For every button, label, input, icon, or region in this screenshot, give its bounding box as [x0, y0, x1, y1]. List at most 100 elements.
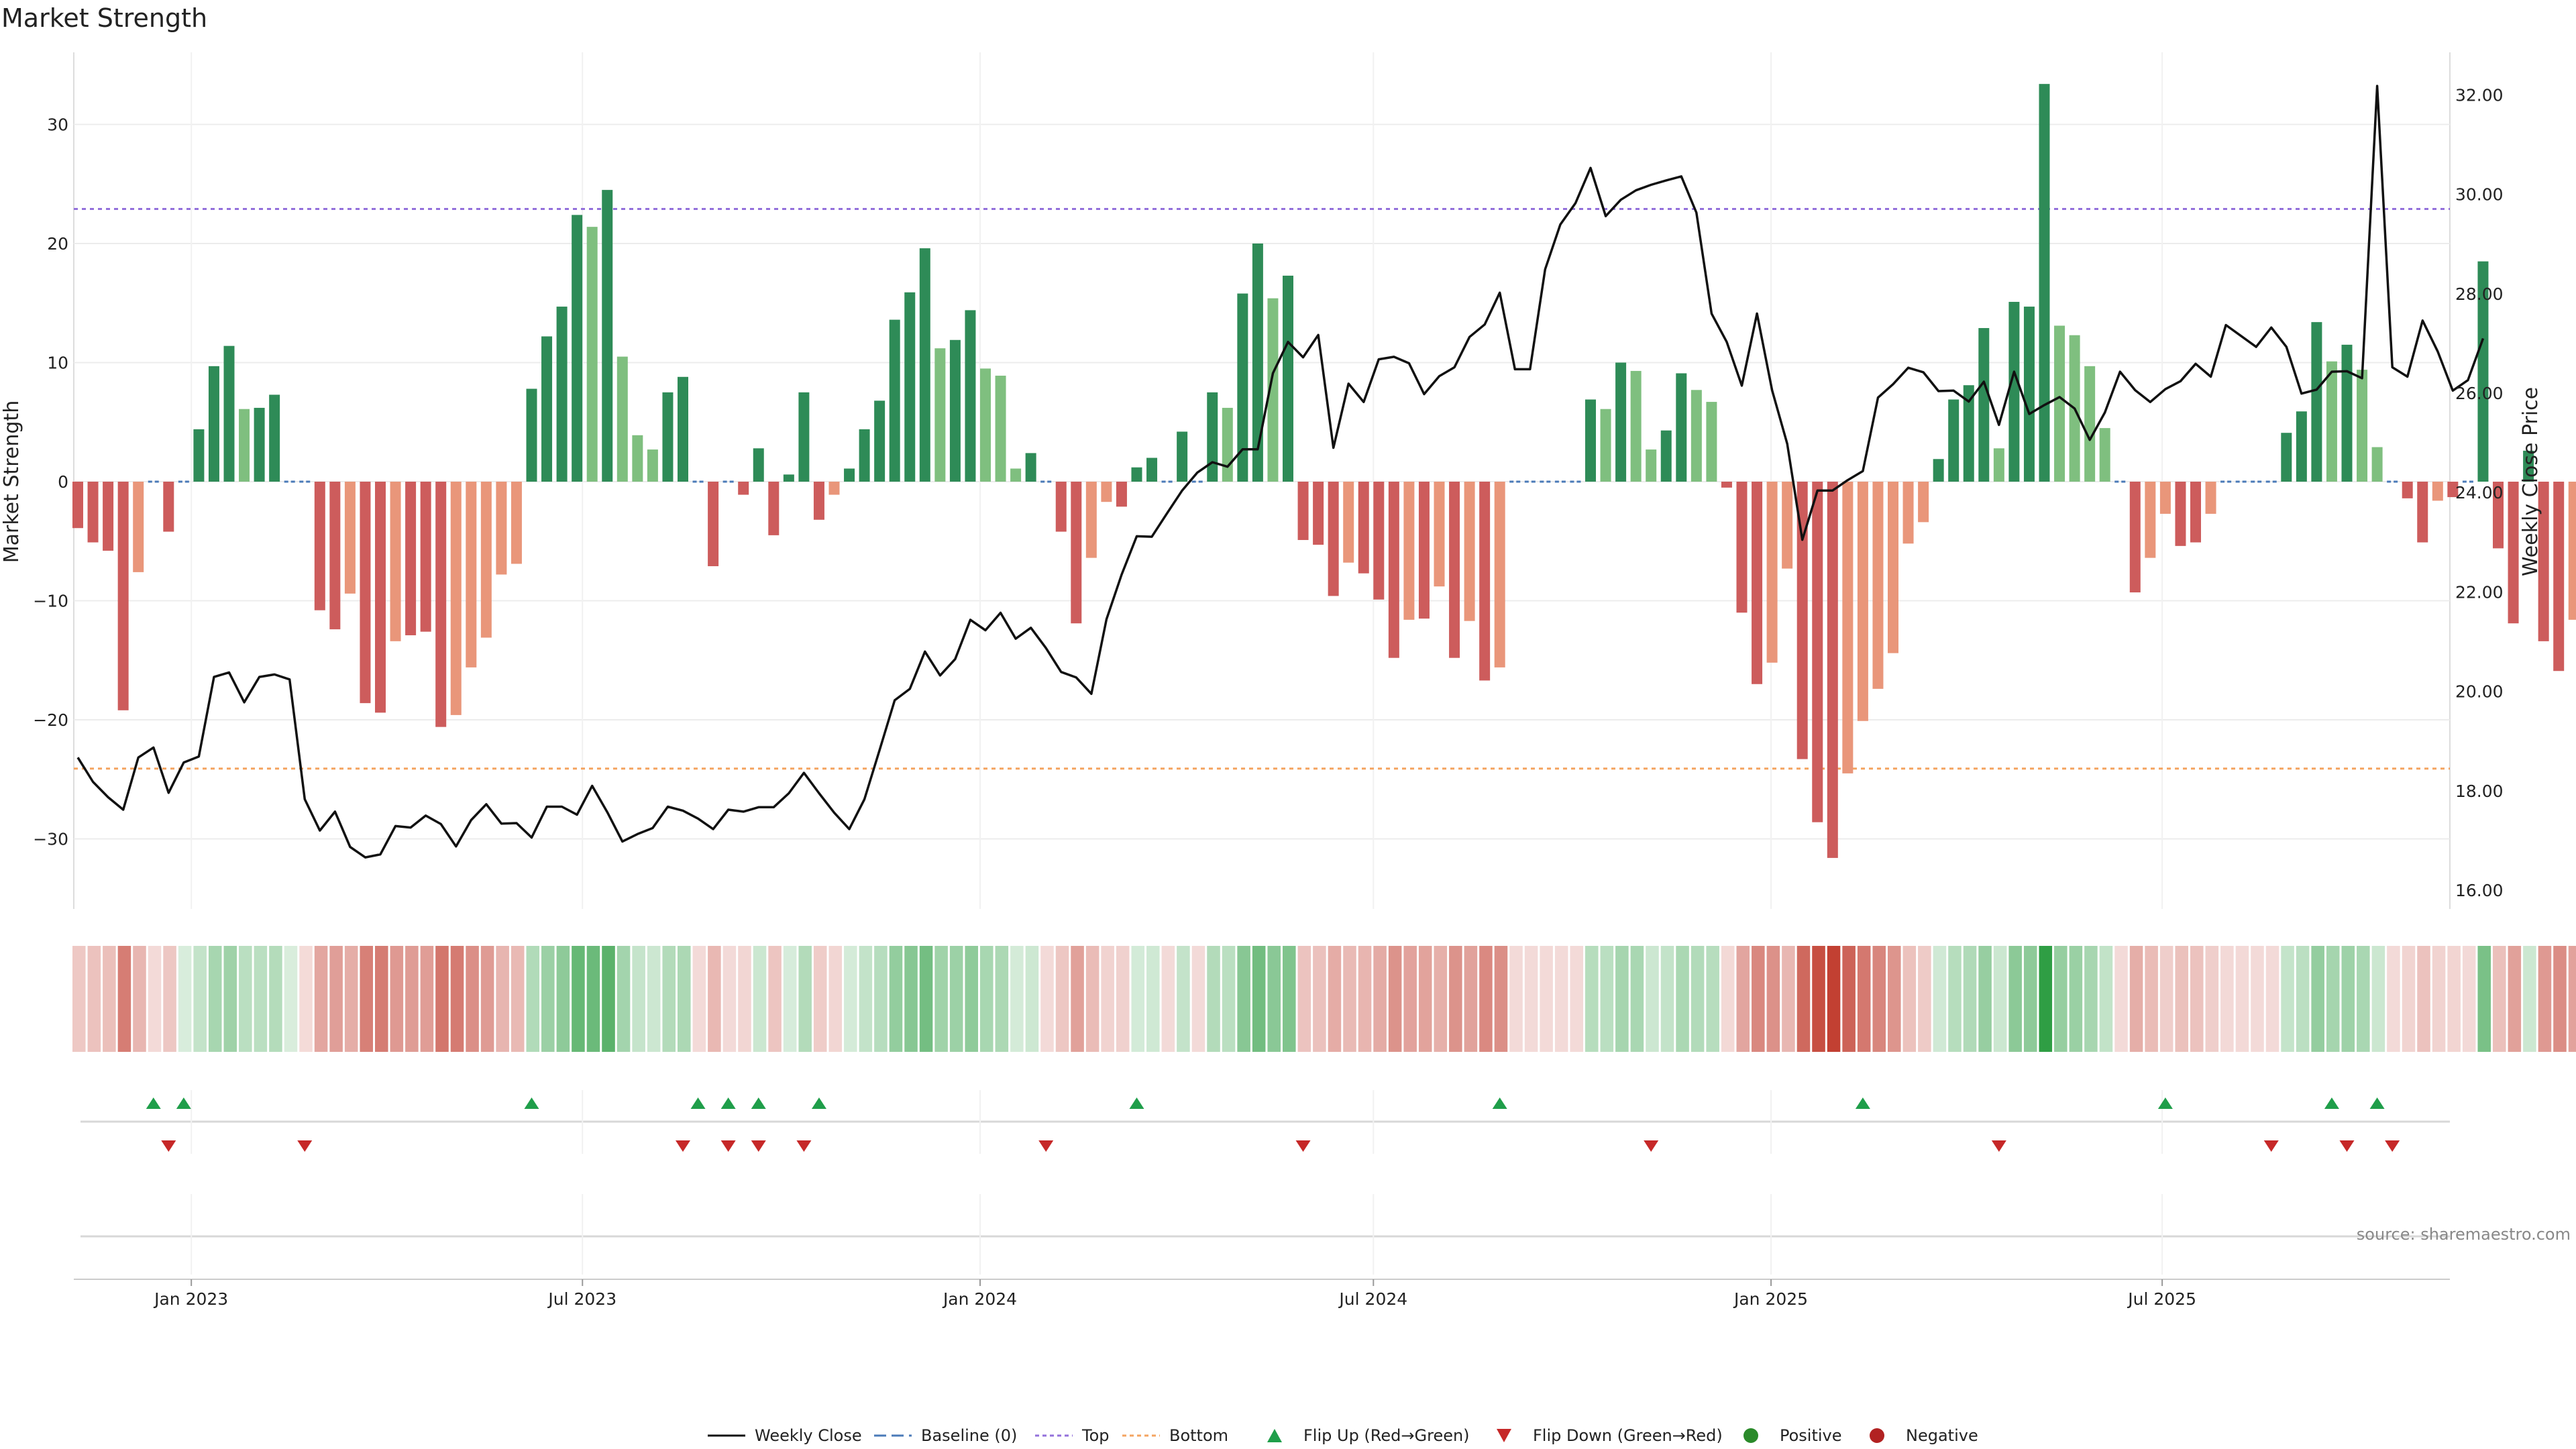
heat-cell	[692, 946, 706, 1052]
heat-cell	[1191, 946, 1205, 1052]
heat-cell	[2402, 946, 2416, 1052]
heat-cell	[2387, 946, 2400, 1052]
strength-bar	[904, 292, 916, 482]
heat-cell	[2145, 946, 2158, 1052]
heat-cell	[1418, 946, 1432, 1052]
weekly-close-line	[76, 85, 2485, 859]
y2-axis-label: Weekly Close Price	[2519, 387, 2542, 576]
strength-bar	[2341, 344, 2353, 482]
heat-cell	[2326, 946, 2340, 1052]
heat-cell	[1646, 946, 1659, 1052]
legend-swatch	[1497, 1429, 1511, 1442]
strength-bar	[496, 482, 507, 575]
strength-bar	[466, 482, 477, 667]
legend-label: Bottom	[1169, 1426, 1228, 1445]
heat-cell	[1736, 946, 1750, 1052]
heat-cell	[1131, 946, 1145, 1052]
x-tick-label: Jan 2023	[153, 1289, 228, 1309]
heat-cell	[435, 946, 449, 1052]
strength-bar	[2508, 482, 2519, 624]
heat-cell	[1600, 946, 1614, 1052]
heat-cell	[572, 946, 585, 1052]
heat-cell	[1494, 946, 1508, 1052]
strength-bar	[1055, 482, 1067, 532]
heat-cell	[1010, 946, 1024, 1052]
heat-cell	[753, 946, 767, 1052]
heat-cell	[360, 946, 373, 1052]
heat-cell	[1403, 946, 1417, 1052]
heat-cell	[2462, 946, 2476, 1052]
heat-cell	[798, 946, 812, 1052]
heat-cell	[722, 946, 737, 1052]
flip-up-marker	[524, 1097, 539, 1109]
flip-up-marker	[1492, 1097, 1507, 1109]
strength-bar	[2432, 482, 2443, 501]
strength-bar	[526, 388, 537, 482]
heat-cell	[117, 946, 131, 1052]
heat-cell	[1055, 946, 1069, 1052]
heat-cell	[163, 946, 176, 1052]
heat-cell	[1343, 946, 1356, 1052]
strength-bar	[1207, 392, 1218, 482]
strength-bar	[1267, 298, 1279, 482]
strength-bar	[738, 482, 749, 495]
strength-bar	[828, 482, 840, 495]
heat-cell	[556, 946, 570, 1052]
strength-bar	[1146, 458, 1158, 482]
heat-cell	[874, 946, 888, 1052]
heat-cell	[2281, 946, 2294, 1052]
heat-cell	[329, 946, 343, 1052]
legend-swatch	[1870, 1428, 1884, 1443]
heat-cell	[1630, 946, 1644, 1052]
strength-bar	[1827, 482, 1838, 858]
strength-bar	[1736, 482, 1748, 613]
flip-up-marker	[720, 1097, 736, 1109]
strength-bar	[1676, 373, 1687, 482]
heat-cell	[2175, 946, 2188, 1052]
strength-bar	[2523, 450, 2534, 482]
heat-cell	[1948, 946, 1962, 1052]
strength-bar	[678, 376, 688, 482]
strength-bar	[1449, 482, 1460, 658]
heat-cell	[1116, 946, 1130, 1052]
strength-bar	[1918, 482, 1929, 523]
heat-cell	[965, 946, 978, 1052]
heat-cell	[1918, 946, 1931, 1052]
strength-bar	[2205, 482, 2216, 514]
strength-bar	[2568, 482, 2576, 620]
strength-bar	[1630, 370, 1642, 482]
heat-cell	[2296, 946, 2310, 1052]
heat-cell	[980, 946, 994, 1052]
heat-cell	[662, 946, 676, 1052]
strength-bar	[1388, 482, 1399, 658]
strength-bar	[1464, 482, 1475, 621]
legend-negative: Negative	[1870, 1426, 1978, 1445]
heat-cell	[1872, 946, 1886, 1052]
heat-cell	[1252, 946, 1266, 1052]
heat-cell	[632, 946, 645, 1052]
legend-label: Negative	[1906, 1426, 1978, 1445]
heat-cell	[2069, 946, 2083, 1052]
strength-bar	[2417, 482, 2428, 543]
heat-cell	[269, 946, 282, 1052]
heat-cell	[1085, 946, 1099, 1052]
strength-bar	[1888, 482, 1898, 653]
strength-bar	[103, 482, 114, 551]
heat-cell	[87, 946, 101, 1052]
heat-cell	[496, 946, 509, 1052]
flip-down-marker	[720, 1140, 736, 1152]
heat-cell	[239, 946, 252, 1052]
strength-bar	[2175, 482, 2186, 546]
strength-bar	[1252, 244, 1263, 482]
heat-cell	[1706, 946, 1719, 1052]
strength-bar	[1872, 482, 1884, 689]
strength-bar	[1752, 482, 1763, 684]
heat-cell	[2553, 946, 2567, 1052]
heat-cell	[2084, 946, 2098, 1052]
heat-cell	[859, 946, 873, 1052]
heat-cell	[541, 946, 555, 1052]
heat-cell	[995, 946, 1009, 1052]
heat-cell	[1812, 946, 1825, 1052]
heat-cell	[1766, 946, 1780, 1052]
